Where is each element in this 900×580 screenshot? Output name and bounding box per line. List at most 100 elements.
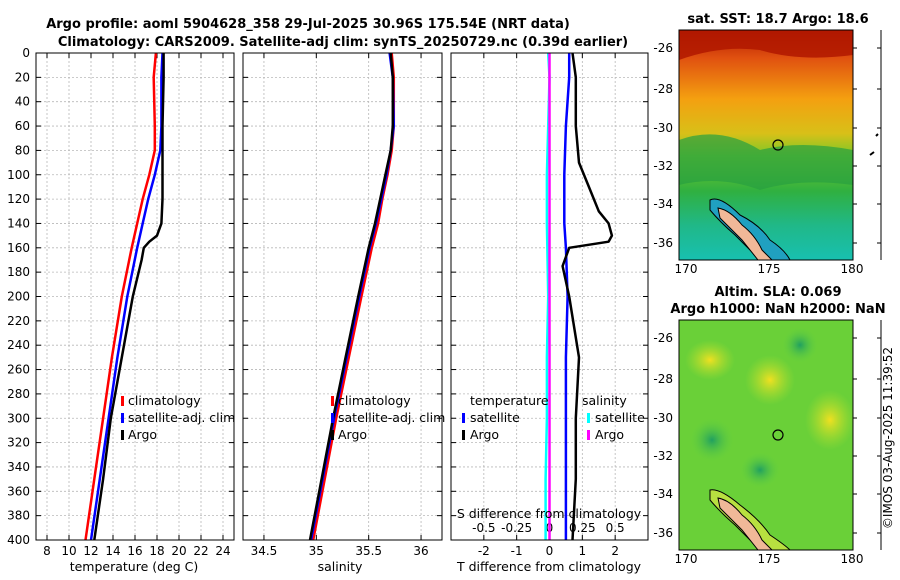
s-tick-label: 0.25 bbox=[569, 521, 596, 535]
sst-map-frame bbox=[678, 29, 854, 261]
depth-tick-label: 220 bbox=[7, 314, 30, 328]
x-tick-label: -2 bbox=[478, 544, 490, 558]
lon-tick-label: 175 bbox=[758, 552, 781, 566]
legend-label-climatology: climatology bbox=[128, 393, 201, 408]
legend-label-s-argo: Argo bbox=[595, 427, 624, 442]
depth-tick-label: 260 bbox=[7, 363, 30, 377]
lat-tick-label: -30 bbox=[653, 121, 673, 135]
figure-title-line2: Climatology: CARS2009. Satellite-adj cli… bbox=[58, 35, 628, 50]
temperature-xlabel: temperature (deg C) bbox=[70, 559, 199, 574]
land-new-zealand bbox=[717, 497, 774, 551]
panel-frame bbox=[35, 52, 235, 541]
series-line-t-argo bbox=[561, 52, 614, 541]
lat-tick-label: -28 bbox=[653, 372, 673, 386]
salinity-panel: 34.5 35 35.5 36 bbox=[242, 52, 443, 558]
sla-low-anomaly bbox=[740, 452, 780, 488]
sst-map-title: sat. SST: 18.7 Argo: 18.6 bbox=[687, 12, 868, 27]
legend-swatch-climatology bbox=[121, 396, 124, 406]
sst-warm-region bbox=[679, 30, 853, 60]
s-tick-label: -0.5 bbox=[472, 521, 495, 535]
series-line-climatology bbox=[84, 52, 158, 541]
salinity-legend: climatology satellite-adj. clim Argo bbox=[331, 393, 445, 442]
legend-title-temperature: temperature bbox=[470, 393, 549, 408]
difference-xlabel: T difference from climatology bbox=[456, 559, 642, 574]
x-tick-label: 20 bbox=[171, 544, 186, 558]
x-tick-label: 16 bbox=[127, 544, 142, 558]
panel-frame bbox=[450, 52, 649, 541]
sla-map-title1: Altim. SLA: 0.069 bbox=[715, 285, 842, 300]
difference-xlabel-top: S difference from climatology bbox=[457, 506, 642, 521]
legend-swatch-argo bbox=[121, 430, 124, 440]
depth-tick-label: 60 bbox=[15, 119, 30, 133]
temperature-panel: 8 10 12 14 16 18 20 22 24 bbox=[35, 52, 235, 558]
sla-map-title2: Argo h1000: NaN h2000: NaN bbox=[670, 302, 885, 317]
lat-tick-label: -30 bbox=[653, 411, 673, 425]
figure-title-line1: Argo profile: aoml 5904628_358 29-Jul-20… bbox=[46, 17, 570, 32]
x-tick-label: 35 bbox=[309, 544, 324, 558]
lon-tick-label: 180 bbox=[841, 262, 864, 276]
panel-frame bbox=[242, 52, 443, 541]
legend-swatch-t-argo bbox=[462, 430, 465, 440]
depth-tick-label: 240 bbox=[7, 338, 30, 352]
lat-tick-label: -36 bbox=[653, 236, 673, 250]
lat-tick-label: -34 bbox=[653, 197, 673, 211]
legend-title-salinity: salinity bbox=[582, 393, 627, 408]
lon-tick-label: 170 bbox=[675, 262, 698, 276]
depth-tick-label: 320 bbox=[7, 436, 30, 450]
argo-location-marker bbox=[772, 139, 784, 151]
depth-tick-label: 20 bbox=[15, 70, 30, 84]
legend-swatch-climatology bbox=[331, 396, 334, 406]
sla-high-anomaly bbox=[745, 355, 795, 405]
legend-swatch-satellite bbox=[331, 413, 334, 423]
depth-tick-label: 160 bbox=[7, 241, 30, 255]
legend-label-argo: Argo bbox=[338, 427, 367, 442]
sla-high-anomaly bbox=[805, 390, 855, 450]
sla-map-frame bbox=[678, 319, 854, 551]
argo-location-marker bbox=[772, 429, 784, 441]
depth-tick-label: 80 bbox=[15, 143, 30, 157]
s-tick-label: -0.25 bbox=[501, 521, 532, 535]
difference-panel: -2 -1 0 1 2-0.5 -0.25 0 0.25 0.5 bbox=[450, 52, 649, 558]
x-tick-label: 22 bbox=[193, 544, 208, 558]
depth-tick-label: 300 bbox=[7, 411, 30, 425]
sla-low-anomaly bbox=[782, 327, 818, 363]
x-tick-label: 18 bbox=[149, 544, 164, 558]
lat-tick-label: -28 bbox=[653, 82, 673, 96]
depth-tick-label: 380 bbox=[7, 509, 30, 523]
x-tick-label: 14 bbox=[105, 544, 120, 558]
land-new-zealand bbox=[717, 207, 774, 261]
sst-map: sat. SST: 18.7 Argo: 18.6 -26 -28 -30 -32 -3… bbox=[653, 12, 882, 276]
x-tick-label: 12 bbox=[83, 544, 98, 558]
lat-tick-label: -32 bbox=[653, 159, 673, 173]
legend-label-s-satellite: satellite bbox=[595, 410, 645, 425]
lat-tick-label: -26 bbox=[653, 331, 673, 345]
series-line-argo bbox=[93, 53, 165, 541]
sla-map: Altim. SLA: 0.069 Argo h1000: NaN h2000:… bbox=[653, 285, 885, 566]
legend-label-climatology: climatology bbox=[338, 393, 411, 408]
lon-tick-label: 170 bbox=[675, 552, 698, 566]
difference-legend: temperature satellite Argo salinity sate… bbox=[462, 393, 645, 442]
depth-tick-label: 0 bbox=[22, 46, 30, 60]
depth-tick-label: 140 bbox=[7, 216, 30, 230]
s-tick-label: 0.5 bbox=[606, 521, 625, 535]
depth-tick-label: 280 bbox=[7, 387, 30, 401]
x-tick-label: 8 bbox=[43, 544, 51, 558]
lat-tick-label: -34 bbox=[653, 487, 673, 501]
legend-label-satellite: satellite-adj. clim bbox=[338, 410, 445, 425]
depth-tick-label: 40 bbox=[15, 95, 30, 109]
lat-tick-label: -32 bbox=[653, 449, 673, 463]
x-tick-label: 24 bbox=[215, 544, 230, 558]
temperature-legend: climatology satellite-adj. clim Argo bbox=[121, 393, 235, 442]
depth-tick-label: 100 bbox=[7, 168, 30, 182]
imos-timestamp: ©IMOS 03-Aug-2025 11:39:52 bbox=[881, 347, 895, 529]
depth-tick-label: 180 bbox=[7, 265, 30, 279]
legend-swatch-satellite bbox=[121, 413, 124, 423]
legend-label-satellite: satellite-adj. clim bbox=[128, 410, 235, 425]
series-line-t-satellite bbox=[563, 53, 571, 540]
lat-tick-label: -26 bbox=[653, 41, 673, 55]
legend-swatch-s-satellite bbox=[587, 413, 590, 423]
x-tick-label: 35.5 bbox=[355, 544, 382, 558]
